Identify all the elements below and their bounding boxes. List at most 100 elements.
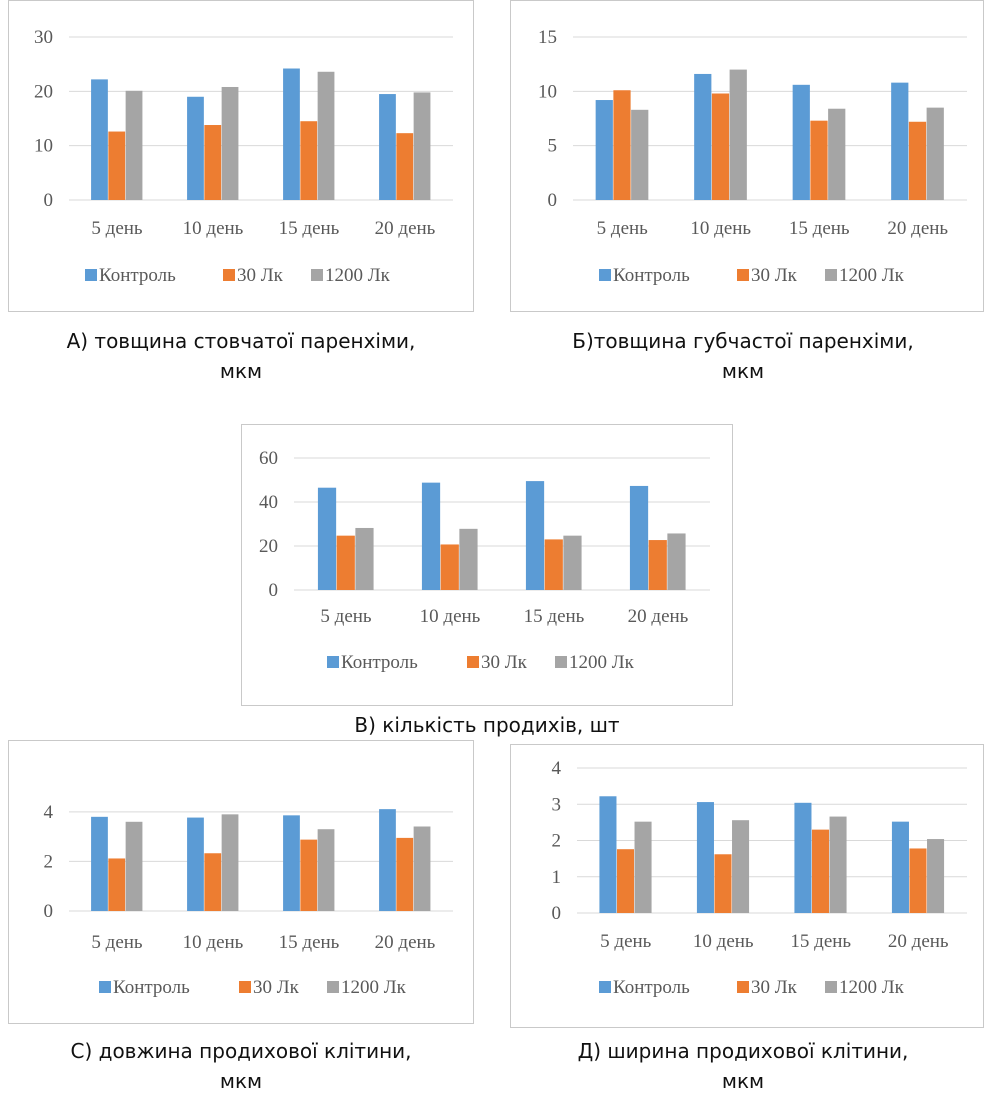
- x-category-label: 15 день: [279, 218, 340, 239]
- x-category-label: 10 день: [183, 932, 244, 953]
- bar: [396, 133, 414, 200]
- bar: [91, 816, 108, 911]
- legend-swatch: [825, 981, 837, 993]
- bar: [544, 539, 563, 590]
- legend-label: 1200 Лк: [569, 652, 635, 673]
- bar: [908, 121, 927, 200]
- legend-label: 1200 Лк: [839, 265, 905, 286]
- chart-panel-b: 0 5 10 15 5 день 10 день 15 день 20 день Контрол…: [510, 0, 984, 312]
- y-tick-label: 5: [548, 136, 558, 157]
- y-tick-label: 0: [552, 903, 562, 924]
- y-tick-label: 0: [44, 190, 54, 211]
- bar: [413, 92, 431, 200]
- legend-swatch: [327, 656, 339, 668]
- legend-swatch: [825, 269, 837, 281]
- legend-label: Контроль: [341, 652, 418, 673]
- chart-svg-a: 0 10 20 30 5 день 10 день 15 день 20 день Контро…: [34, 27, 453, 286]
- bar: [667, 533, 686, 590]
- bar: [926, 107, 944, 200]
- legend-label: Контроль: [613, 265, 690, 286]
- bar: [187, 96, 204, 200]
- legend-label: Контроль: [99, 265, 176, 286]
- bar: [413, 826, 431, 911]
- bar: [891, 821, 909, 913]
- x-category-label: 5 день: [320, 606, 372, 627]
- bar: [108, 131, 126, 200]
- bar: [317, 487, 337, 590]
- bar: [355, 527, 374, 590]
- x-category-label: 20 день: [375, 218, 436, 239]
- caption-e: Д) ширина продихової клітини, мкм: [502, 1036, 984, 1096]
- chart-svg-c: 0 20 40 60 5 день 10 день 15 день 20 день Контро…: [259, 448, 710, 673]
- legend-swatch: [311, 269, 323, 281]
- x-category-label: 5 день: [91, 218, 143, 239]
- bar: [108, 858, 126, 911]
- x-category-label: 15 день: [789, 218, 850, 239]
- y-tick-label: 60: [259, 448, 278, 469]
- bar: [440, 544, 459, 590]
- y-tick-label: 10: [34, 136, 53, 157]
- y-tick-label: 0: [548, 190, 558, 211]
- x-category-label: 10 день: [420, 606, 481, 627]
- legend-swatch: [555, 656, 567, 668]
- bar: [711, 93, 730, 200]
- bar: [729, 69, 747, 200]
- caption-c: В) кількість продихів, шт: [241, 710, 733, 740]
- legend-label: 30 Лк: [481, 652, 528, 673]
- bar: [613, 90, 631, 200]
- caption-b-line-2: мкм: [721, 359, 765, 383]
- bar: [792, 84, 810, 200]
- legend-swatch: [223, 269, 235, 281]
- y-tick-label: 4: [552, 758, 562, 779]
- y-tick-label: 4: [44, 802, 54, 823]
- chart-svg-d: 0 2 4 5 день 10 день 15 день 20 день Контроль 30…: [44, 802, 453, 998]
- legend-label: 1200 Лк: [839, 977, 905, 998]
- bar: [616, 849, 635, 913]
- legend-swatch: [99, 981, 111, 993]
- x-category-label: 10 день: [183, 218, 244, 239]
- legend-swatch: [737, 981, 749, 993]
- legend-label: Контроль: [613, 977, 690, 998]
- bar: [187, 817, 204, 911]
- y-tick-label: 10: [538, 81, 557, 102]
- x-category-label: 20 день: [628, 606, 689, 627]
- y-tick-label: 30: [34, 27, 53, 48]
- chart-svg-b: 0 5 10 15 5 день 10 день 15 день 20 день Контрол…: [538, 27, 967, 286]
- y-tick-label: 20: [34, 81, 53, 102]
- x-category-label: 15 день: [279, 932, 340, 953]
- legend-label: 30 Лк: [253, 977, 300, 998]
- caption-d: С) довжина продихової клітини, мкм: [0, 1036, 482, 1096]
- bar: [595, 100, 613, 200]
- bar: [525, 481, 545, 590]
- y-tick-label: 3: [552, 794, 562, 815]
- bar: [396, 837, 414, 911]
- y-tick-label: 40: [259, 492, 278, 513]
- legend-swatch: [599, 981, 611, 993]
- y-tick-label: 2: [552, 831, 562, 852]
- bar: [810, 120, 828, 200]
- bar: [336, 535, 355, 590]
- y-tick-label: 2: [44, 851, 54, 872]
- x-category-label: 5 день: [600, 931, 652, 952]
- bar: [459, 528, 478, 590]
- caption-a-line-2: мкм: [219, 359, 263, 383]
- bar: [317, 829, 335, 911]
- caption-a: А) товщина стовчатої паренхіми, мкм: [0, 326, 482, 386]
- bar: [927, 839, 945, 913]
- bar: [694, 73, 712, 200]
- chart-svg-e: 0 1 2 3 4 5 день 10 день 15 день 20 день Контроль…: [552, 758, 967, 998]
- x-category-label: 5 день: [91, 932, 143, 953]
- bar: [811, 829, 830, 913]
- bar: [421, 482, 441, 590]
- bar: [221, 814, 239, 911]
- caption-b-line-1: Б)товщина губчастої паренхіми,: [572, 329, 914, 353]
- legend-swatch: [737, 269, 749, 281]
- bar: [714, 854, 732, 913]
- legend-swatch: [467, 656, 479, 668]
- x-category-label: 20 день: [887, 218, 948, 239]
- x-category-label: 15 день: [790, 931, 851, 952]
- bar: [91, 79, 108, 200]
- y-tick-label: 1: [552, 867, 562, 888]
- x-category-label: 20 день: [375, 932, 436, 953]
- legend-label: 30 Лк: [751, 265, 798, 286]
